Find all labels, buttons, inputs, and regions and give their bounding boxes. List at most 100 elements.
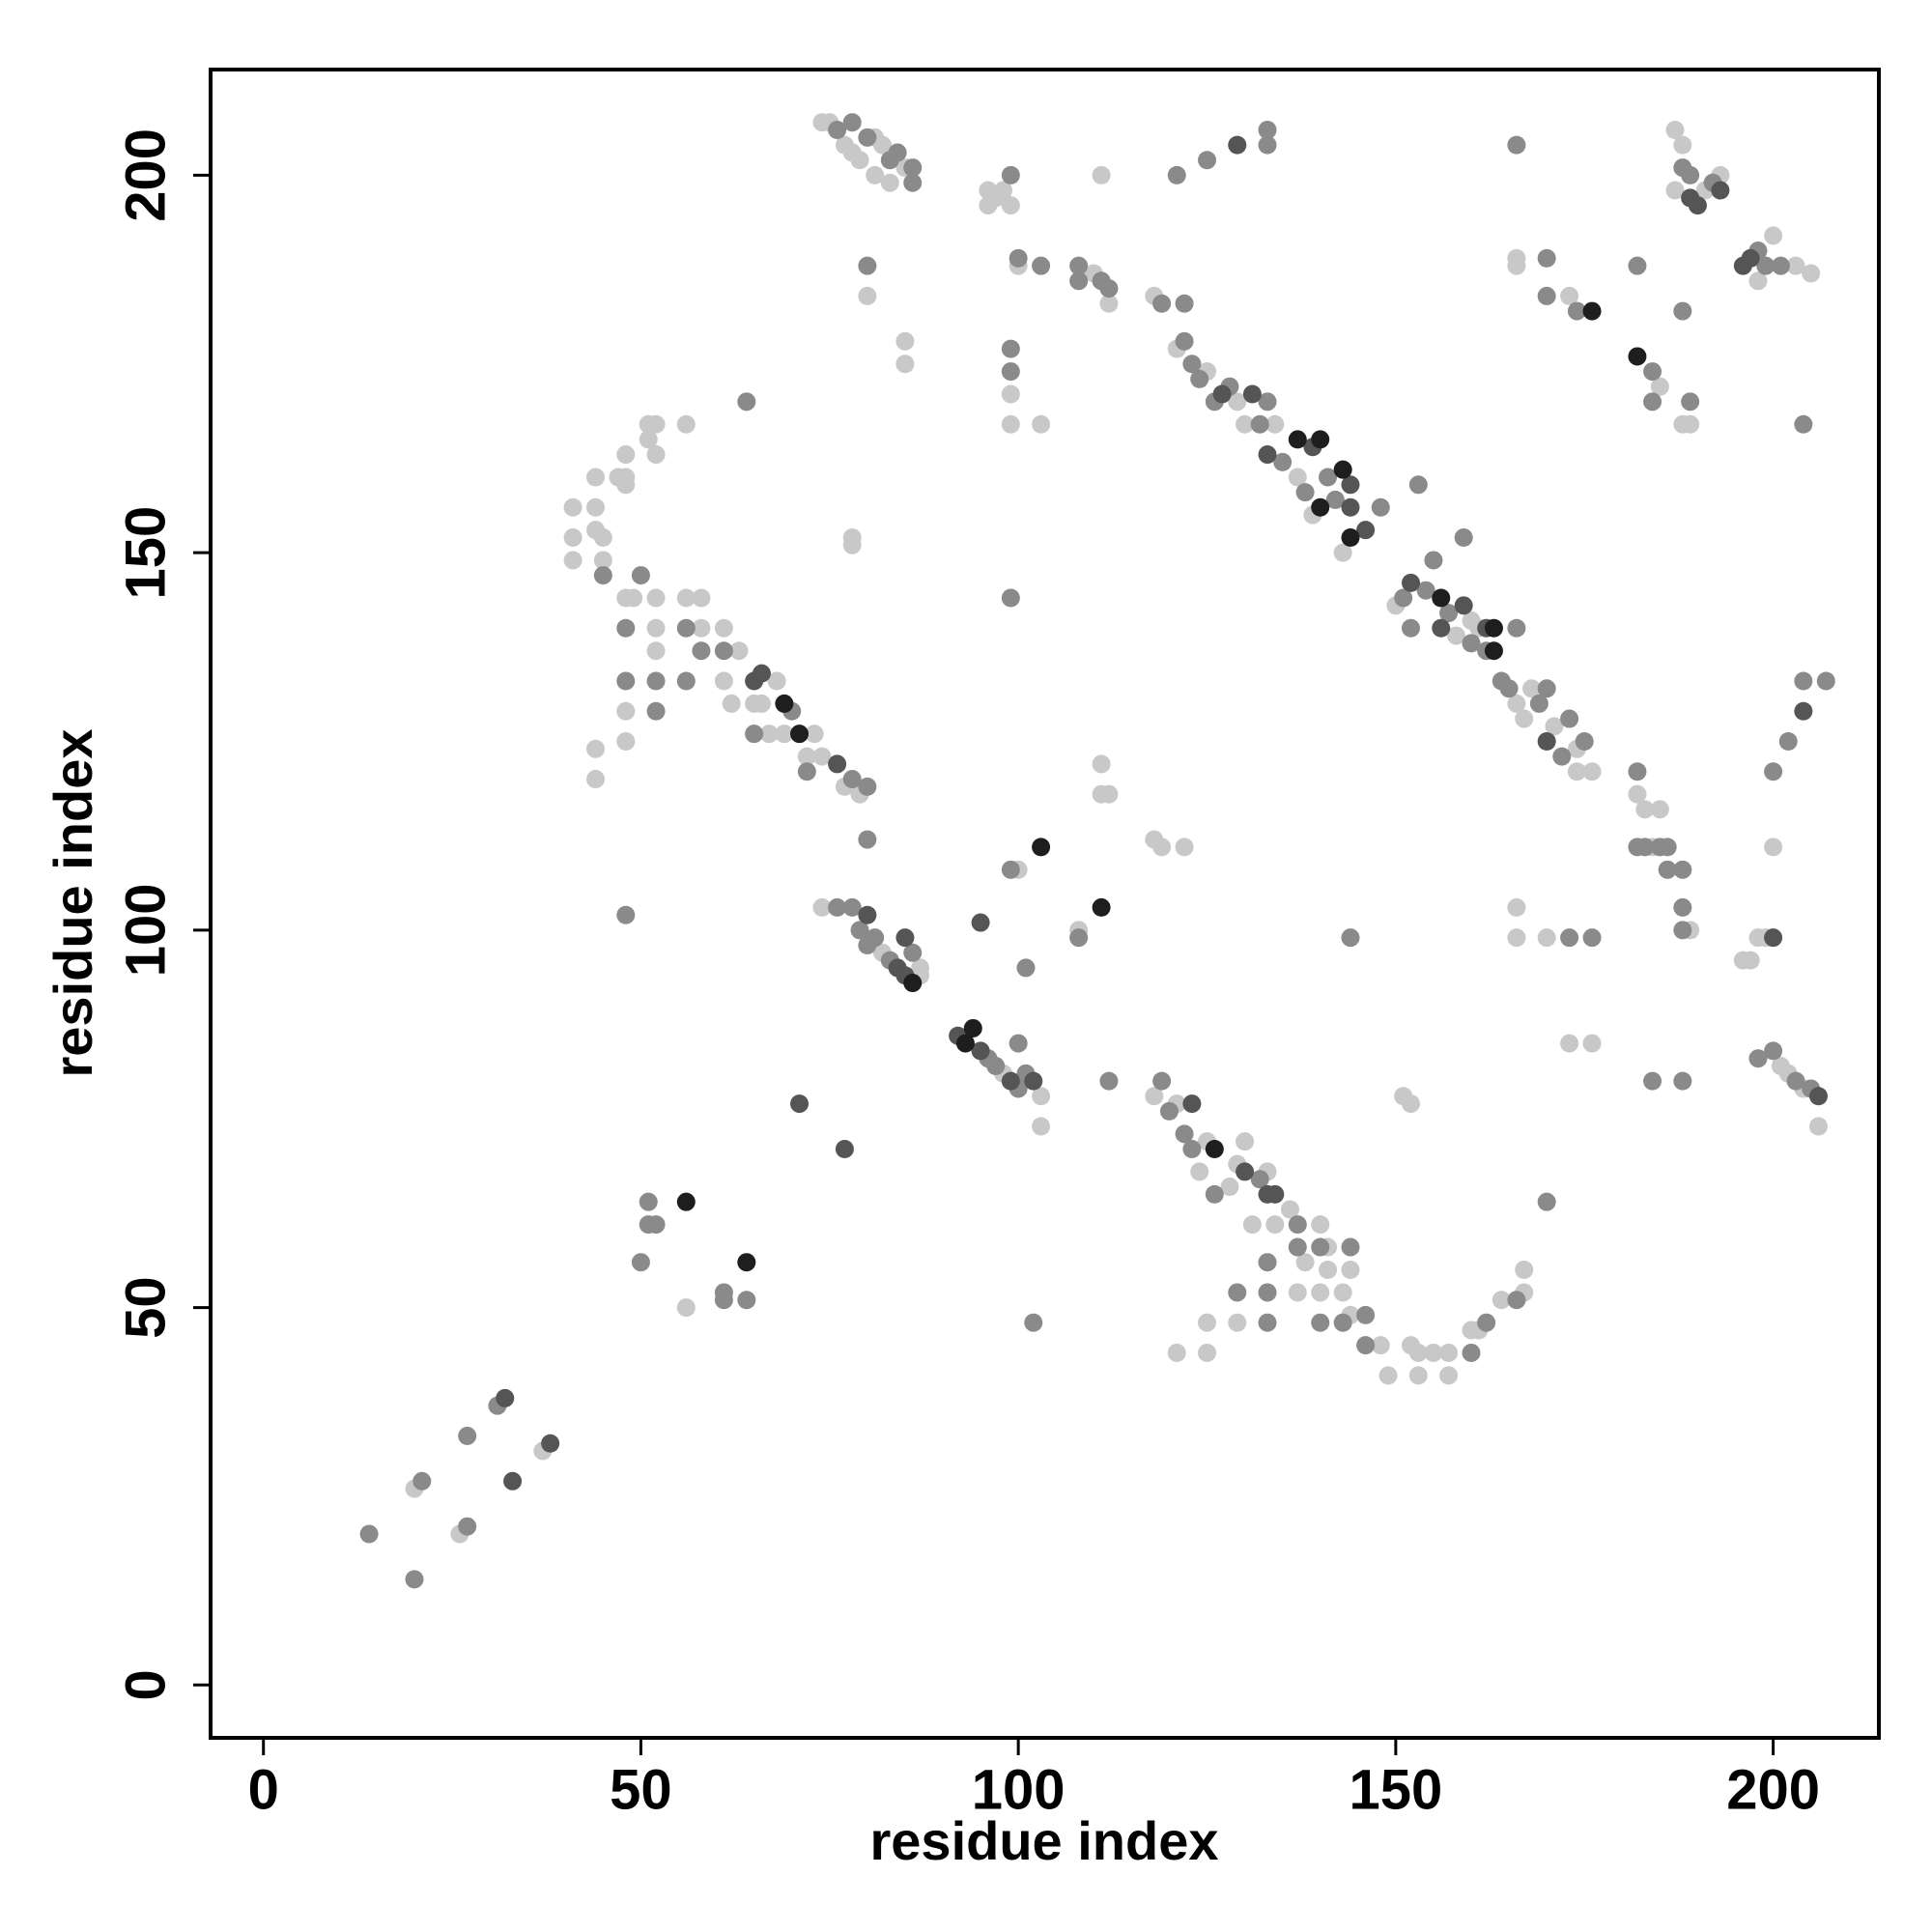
point <box>1537 731 1556 751</box>
point <box>1582 1034 1602 1053</box>
point <box>1424 1343 1443 1362</box>
point <box>1001 362 1020 382</box>
point <box>737 1253 756 1272</box>
point <box>676 414 696 434</box>
point <box>1635 800 1655 819</box>
point <box>895 355 915 374</box>
point <box>1001 860 1020 879</box>
point <box>866 165 885 185</box>
point <box>624 588 643 608</box>
point <box>1454 527 1473 547</box>
point <box>1198 151 1217 170</box>
point <box>1688 196 1707 215</box>
point <box>1394 588 1413 608</box>
point <box>1032 838 1051 857</box>
point <box>1250 1170 1269 1189</box>
point <box>616 475 636 495</box>
point <box>1319 468 1338 487</box>
point <box>1681 165 1700 185</box>
point <box>646 1215 666 1235</box>
point <box>1582 762 1602 781</box>
point <box>858 830 877 849</box>
point <box>1280 1200 1299 1219</box>
point <box>1711 181 1730 200</box>
point <box>1236 1162 1255 1181</box>
point <box>1673 897 1692 917</box>
y-tick-label: 150 <box>114 506 177 600</box>
point <box>1205 1139 1224 1158</box>
point <box>586 739 606 758</box>
point <box>895 928 915 948</box>
point <box>676 671 696 691</box>
y-tick-label: 0 <box>114 1669 177 1700</box>
point <box>775 724 794 744</box>
point <box>1371 1336 1390 1355</box>
point <box>1673 921 1692 940</box>
point <box>1560 1034 1579 1053</box>
point <box>1295 1253 1315 1272</box>
point <box>1190 1162 1209 1181</box>
point <box>1665 181 1685 200</box>
point <box>1009 1034 1028 1053</box>
point <box>1507 694 1526 713</box>
point <box>1198 1313 1217 1332</box>
point <box>994 181 1013 200</box>
point <box>1311 1313 1330 1332</box>
point <box>1159 1101 1179 1121</box>
point <box>1175 838 1194 857</box>
point <box>1658 838 1677 857</box>
point <box>593 551 612 570</box>
point <box>790 1094 810 1114</box>
point <box>1673 860 1692 879</box>
point <box>359 1524 379 1544</box>
point <box>1560 709 1579 728</box>
point <box>646 414 666 434</box>
point <box>714 618 733 638</box>
point <box>646 671 666 691</box>
point <box>722 694 741 713</box>
point <box>797 762 816 781</box>
point <box>842 113 862 132</box>
point <box>676 1192 696 1211</box>
point <box>1529 694 1548 713</box>
point <box>1748 1049 1768 1068</box>
point <box>903 173 923 192</box>
point <box>1432 618 1451 638</box>
point <box>503 1471 523 1491</box>
point <box>1001 165 1020 185</box>
point <box>1311 430 1330 449</box>
point <box>1462 1343 1481 1362</box>
point <box>1242 1215 1262 1235</box>
point <box>1764 762 1783 781</box>
point <box>1258 121 1277 140</box>
x-tick-label: 150 <box>1349 1758 1442 1821</box>
point <box>1356 1305 1376 1324</box>
point <box>1016 958 1036 978</box>
point <box>1288 468 1307 487</box>
point <box>1650 800 1669 819</box>
point <box>775 694 794 713</box>
point <box>1099 784 1119 804</box>
point <box>1507 928 1526 948</box>
point <box>676 1298 696 1318</box>
point <box>1220 1178 1239 1197</box>
y-tick-label: 100 <box>114 883 177 977</box>
point <box>971 913 990 932</box>
point <box>1228 392 1247 412</box>
point <box>1673 301 1692 321</box>
point <box>1001 1071 1020 1091</box>
point <box>1258 445 1277 465</box>
point <box>1182 355 1202 374</box>
point <box>1341 475 1360 495</box>
point <box>1756 256 1776 275</box>
point <box>563 551 582 570</box>
x-axis-label: residue index <box>869 1810 1218 1871</box>
point <box>1341 497 1360 517</box>
point <box>1416 581 1435 600</box>
x-tick-label: 0 <box>248 1758 279 1821</box>
point <box>872 135 892 155</box>
y-axis-label: residue index <box>43 728 103 1077</box>
point <box>1341 928 1360 948</box>
point <box>1265 1215 1285 1235</box>
